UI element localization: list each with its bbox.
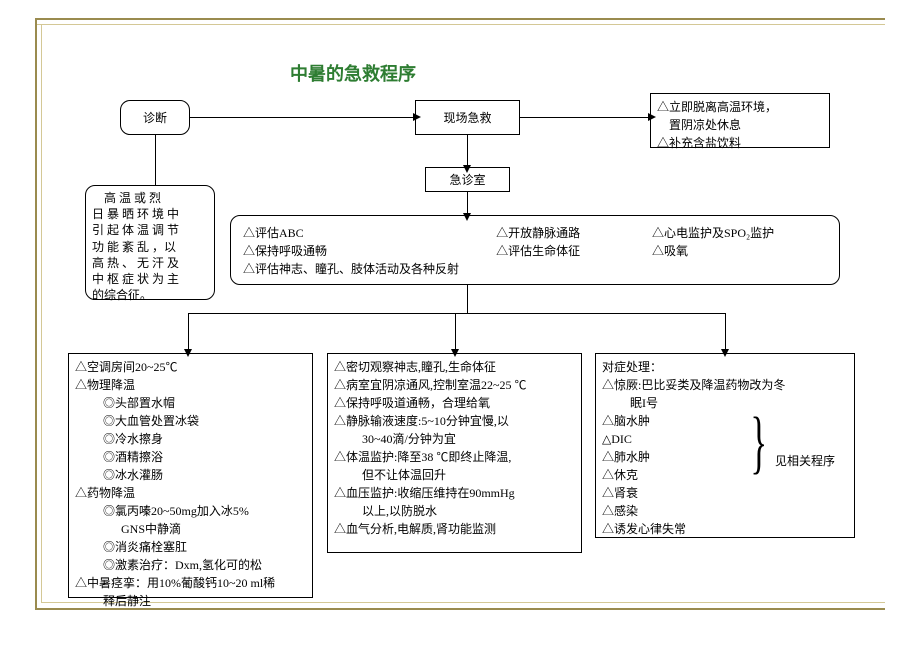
arrow-down-icon	[721, 349, 729, 357]
arrow-right-icon	[648, 113, 656, 121]
node-col2-line: 但不让体温回升	[334, 466, 575, 484]
assess-line: △开放静脉通路	[496, 224, 642, 242]
arrow-down-icon	[184, 349, 192, 357]
node-col3-line: 对症处理：	[602, 358, 848, 376]
node-col1-line: ◎冷水擦身	[75, 430, 306, 448]
node-col2: △密切观察神志,瞳孔,生命体征△病室宜阴凉通风,控制室温22~25 ℃△保持呼吸…	[327, 353, 582, 553]
node-onsite: 现场急救	[415, 100, 520, 135]
node-col2-line: △血气分析,电解质,肾功能监测	[334, 520, 575, 538]
node-col2-line: △病室宜阴凉通风,控制室温22~25 ℃	[334, 376, 575, 394]
assess-col: △心电监护及SPO₂监护△吸氧	[652, 224, 827, 276]
node-diag_desc-line: 高 温 或 烈	[92, 190, 208, 206]
node-col2-line: △密切观察神志,瞳孔,生命体征	[334, 358, 575, 376]
edge-line	[188, 313, 725, 314]
node-leave_heat: △立即脱离高温环境， 置阴凉处休息△补充含盐饮料	[650, 93, 830, 148]
frame-border-top-inner	[35, 24, 885, 25]
arrow-down-icon	[451, 349, 459, 357]
node-diag_desc-line: 日 暴 晒 环 境 中	[92, 206, 208, 222]
node-assess: △评估ABC△保持呼吸通畅△评估神志、瞳孔、肢体活动及各种反射△开放静脉通路△评…	[230, 215, 840, 285]
edge-line	[455, 313, 456, 351]
node-col1-line: △药物降温	[75, 484, 306, 502]
node-col1-line: ◎激素治疗：Dxm,氢化可的松	[75, 556, 306, 574]
edge-line	[467, 192, 468, 215]
arrow-down-icon	[463, 213, 471, 221]
node-col1-line: △中暑痉挛：用10%葡酸钙10~20 ml稀	[75, 574, 306, 592]
node-col1-line: ◎大血管处置冰袋	[75, 412, 306, 430]
node-col3: 对症处理：△惊厥:巴比妥类及降温药物改为冬眠I号△脑水肿△DIC△肺水肿△休克△…	[595, 353, 855, 538]
node-diag_desc: 高 温 或 烈日 暴 晒 环 境 中引 起 体 温 调 节功 能 紊 乱 ，以高…	[85, 185, 215, 300]
node-col1-line: ◎头部置水帽	[75, 394, 306, 412]
node-col2-line: △保持呼吸道通畅，合理给氧	[334, 394, 575, 412]
related-label: 见相关程序	[775, 452, 835, 469]
edge-line	[467, 135, 468, 167]
brace-icon: }	[750, 408, 767, 478]
frame-border-left-inner	[41, 24, 42, 602]
edge-line	[725, 313, 726, 351]
assess-col: △开放静脉通路△评估生命体征	[496, 224, 642, 276]
assess-line: △评估生命体征	[496, 242, 642, 260]
node-col2-line: △血压监护:收缩压维持在90mmHg	[334, 484, 575, 502]
node-leave_heat-line: △立即脱离高温环境，	[657, 98, 823, 116]
arrow-down-icon	[463, 165, 471, 173]
node-col3-line: 眠I号	[602, 394, 848, 412]
frame-border-left	[35, 18, 37, 608]
node-col1-line: ◎氯丙嗪20~50mg加入冰5%	[75, 502, 306, 520]
assess-line: △评估ABC	[243, 224, 486, 242]
node-col1: △空调房间20~25℃△物理降温◎头部置水帽◎大血管处置冰袋◎冷水擦身◎酒精擦浴…	[68, 353, 313, 598]
assess-col: △评估ABC△保持呼吸通畅△评估神志、瞳孔、肢体活动及各种反射	[243, 224, 486, 276]
node-col1-line: ◎消炎痛栓塞肛	[75, 538, 306, 556]
node-col1-line: GNS中静滴	[75, 520, 306, 538]
node-leave_heat-line: △补充含盐饮料	[657, 134, 823, 152]
node-col3-line: △惊厥:巴比妥类及降温药物改为冬	[602, 376, 848, 394]
node-diag_desc-line: 的综合征。	[92, 287, 208, 303]
node-col3-line: △感染	[602, 502, 848, 520]
page-title: 中暑的急救程序	[290, 60, 416, 86]
arrow-right-icon	[413, 113, 421, 121]
edge-line	[155, 135, 156, 185]
node-leave_heat-line: 置阴凉处休息	[657, 116, 823, 134]
assess-line: △保持呼吸通畅	[243, 242, 486, 260]
node-col3-line: △DIC	[602, 430, 848, 448]
node-col2-line: 以上,以防脱水	[334, 502, 575, 520]
edge-line	[467, 285, 468, 313]
edge-line	[520, 117, 650, 118]
node-diag_desc-line: 高 热 、 无 汗 及	[92, 255, 208, 271]
node-diag_desc-line: 功 能 紊 乱 ，以	[92, 239, 208, 255]
node-col2-line: △静脉输液速度:5~10分钟宜慢,以	[334, 412, 575, 430]
node-col1-line: △物理降温	[75, 376, 306, 394]
node-col2-line: 30~40滴/分钟为宜	[334, 430, 575, 448]
assess-line: △心电监护及SPO₂监护	[652, 224, 827, 242]
edge-line	[188, 313, 189, 351]
node-col2-line: △体温监护:降至38 ℃即终止降温,	[334, 448, 575, 466]
node-diag_desc-line: 中 枢 症 状 为 主	[92, 271, 208, 287]
assess-line: △吸氧	[652, 242, 827, 260]
assess-line: △评估神志、瞳孔、肢体活动及各种反射	[243, 260, 486, 278]
node-col3-line: △脑水肿	[602, 412, 848, 430]
frame-border-top	[35, 18, 885, 20]
node-col1-line: △空调房间20~25℃	[75, 358, 306, 376]
node-col1-line: ◎酒精擦浴	[75, 448, 306, 466]
node-col1-line: ◎冰水灌肠	[75, 466, 306, 484]
node-col3-line: △肾衰	[602, 484, 848, 502]
node-col3-line: △诱发心律失常	[602, 520, 848, 538]
edge-line	[190, 117, 415, 118]
node-col1-line: 释后静注	[75, 592, 306, 610]
node-diagnosis: 诊断	[120, 100, 190, 135]
node-diag_desc-line: 引 起 体 温 调 节	[92, 222, 208, 238]
